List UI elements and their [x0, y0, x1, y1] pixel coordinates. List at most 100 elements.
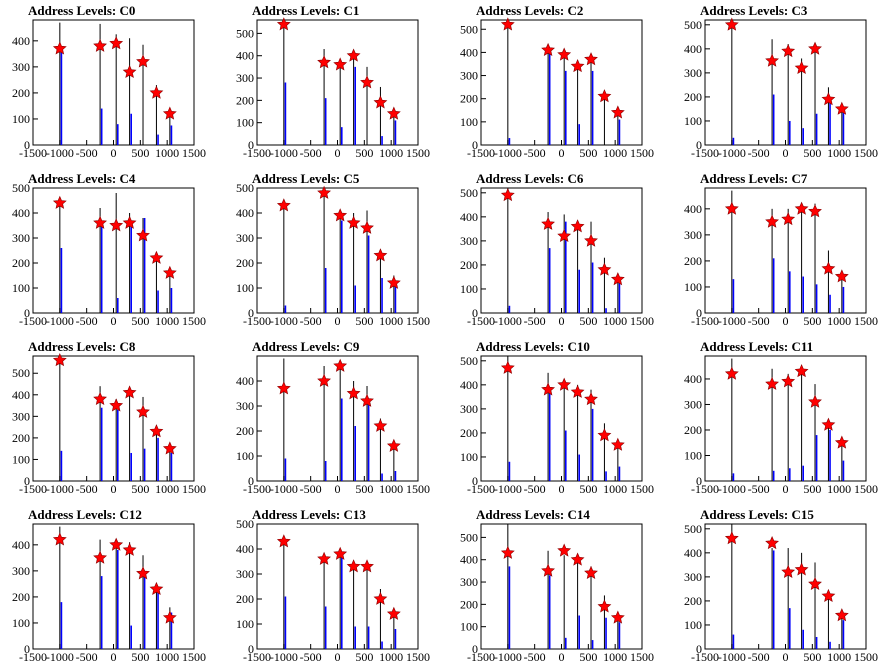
x-tick-label: -1000: [270, 314, 298, 328]
y-tick-label: 0: [248, 474, 254, 488]
x-tick-label: 1000: [155, 314, 179, 328]
y-tick-label: 0: [472, 306, 478, 320]
chart-svg: Address Levels: C80100200300400500-1500-…: [12, 339, 206, 496]
chart-title: Address Levels: C1: [252, 3, 359, 18]
chart-svg: Address Levels: C13 0 100 200 300 400 500 -1500…: [236, 507, 430, 664]
y-tick-label: 400: [12, 34, 30, 48]
y-tick-label: 300: [684, 66, 702, 80]
star-marker: [346, 559, 361, 573]
x-tick-label: -1500: [19, 482, 47, 496]
star-marker: [162, 610, 177, 624]
x-tick-label: 1500: [182, 146, 206, 160]
star-marker: [781, 43, 796, 58]
x-tick-label: 1500: [630, 482, 654, 496]
star-marker: [109, 398, 124, 412]
star-marker: [52, 353, 67, 367]
y-tick-label: 300: [236, 567, 254, 581]
star-marker: [808, 394, 822, 408]
x-tick-label: -1000: [270, 482, 298, 496]
star-marker: [317, 373, 331, 387]
star-marker: [557, 47, 572, 61]
star-marker: [584, 233, 598, 247]
chart-panel: Address Levels: C15 0 100 200 300 400 500 -1500…: [672, 504, 896, 672]
star-marker: [597, 89, 612, 103]
chart-svg: Address Levels: C14 0 100 200 300 400 500 -1500…: [460, 507, 654, 664]
x-tick-label: -500: [300, 314, 322, 328]
x-tick-label: -1000: [718, 314, 746, 328]
star-marker: [360, 393, 374, 407]
x-tick-label: 500: [803, 146, 821, 160]
y-tick-label: 500: [12, 366, 30, 380]
x-tick-label: 1000: [379, 482, 403, 496]
y-tick-label: 400: [236, 49, 254, 63]
chart-title: Address Levels: C4: [28, 171, 136, 186]
star-marker: [52, 195, 67, 209]
x-tick-label: 1000: [827, 650, 851, 664]
y-tick-label: 500: [236, 517, 254, 531]
star-marker: [276, 381, 291, 395]
star-marker: [373, 418, 388, 432]
chart-svg: Address Levels: C11 0 100 200 300 400 -1500-10…: [684, 339, 878, 496]
x-tick-label: 1500: [854, 314, 878, 328]
star-marker: [149, 424, 164, 438]
x-tick-label: -500: [748, 650, 770, 664]
x-tick-label: 1000: [603, 650, 627, 664]
x-tick-label: 500: [579, 146, 597, 160]
y-tick-label: 300: [12, 409, 30, 423]
star-marker: [557, 377, 572, 391]
chart-panel: Address Levels: C9 0 100 200 300 400 -1500 -100…: [224, 336, 448, 504]
y-tick-label: 0: [696, 138, 702, 152]
y-tick-label: 0: [24, 306, 30, 320]
star-marker: [373, 248, 388, 262]
x-tick-label: 1000: [603, 146, 627, 160]
y-tick-label: 400: [460, 45, 478, 59]
x-tick-label: -1500: [467, 146, 495, 160]
x-tick-label: 500: [579, 482, 597, 496]
x-tick-label: 1500: [630, 146, 654, 160]
x-tick-label: 1000: [155, 482, 179, 496]
chart-svg: Address Levels: C60100200300400500-1500-…: [460, 171, 654, 328]
x-tick-label: -500: [300, 650, 322, 664]
x-tick-label: -1000: [494, 482, 522, 496]
star-marker: [52, 41, 67, 55]
x-tick-label: -1500: [243, 314, 271, 328]
y-tick-label: 0: [472, 138, 478, 152]
x-tick-label: -1000: [494, 146, 522, 160]
x-tick-label: -1000: [718, 650, 746, 664]
x-tick-label: 1500: [854, 650, 878, 664]
y-tick-label: 200: [460, 426, 478, 440]
y-tick-label: 500: [460, 530, 478, 544]
x-tick-label: 1000: [155, 146, 179, 160]
chart-panel: Address Levels: C14 0 100 200 300 400 500 -1500…: [448, 504, 672, 672]
y-tick-label: 500: [236, 181, 254, 195]
x-tick-label: -1500: [467, 650, 495, 664]
chart-svg: Address Levels: C50100200300400500-1500-…: [236, 171, 430, 328]
y-tick-label: 200: [12, 431, 30, 445]
star-marker: [765, 376, 779, 390]
star-marker: [570, 219, 585, 233]
x-tick-label: 500: [131, 482, 149, 496]
star-marker: [584, 52, 598, 66]
x-tick-label: -1500: [243, 650, 271, 664]
y-tick-label: 200: [460, 92, 478, 106]
y-tick-label: 300: [460, 575, 478, 589]
x-tick-label: -500: [300, 146, 322, 160]
y-tick-label: 100: [236, 281, 254, 295]
y-tick-label: 400: [12, 206, 30, 220]
x-tick-label: 1000: [379, 146, 403, 160]
star-marker: [808, 204, 822, 218]
x-tick-label: -1000: [270, 146, 298, 160]
y-tick-label: 300: [236, 71, 254, 85]
x-tick-label: -1500: [19, 146, 47, 160]
chart-panel: Address Levels: C8 0 100 200 300 400 500 -1500-…: [0, 336, 224, 504]
star-marker: [346, 48, 361, 62]
x-tick-label: -1000: [270, 650, 298, 664]
y-tick-label: 300: [236, 231, 254, 245]
star-marker: [570, 552, 585, 566]
star-marker: [360, 75, 374, 89]
chart-title: Address Levels: C14: [476, 507, 590, 522]
y-tick-label: 300: [460, 69, 478, 83]
chart-panel: Address Levels: C7 0 100 200 300 400 -1500 -100…: [672, 168, 896, 336]
star-marker: [821, 588, 836, 602]
y-tick-label: 0: [24, 138, 30, 152]
